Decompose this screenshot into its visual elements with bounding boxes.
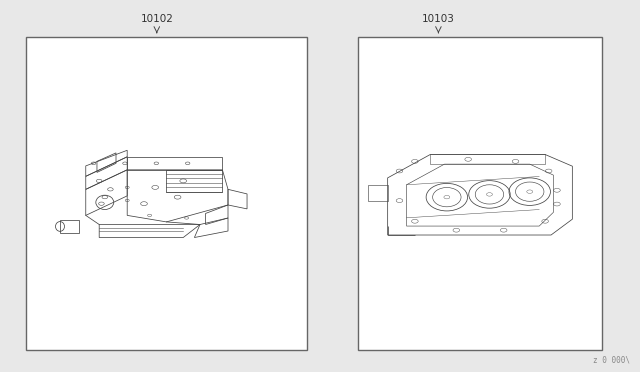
Bar: [26, 37, 307, 350]
Text: 10103: 10103: [422, 14, 455, 24]
Text: 10102: 10102: [140, 14, 173, 24]
Bar: [358, 37, 602, 350]
Text: z 0 000\: z 0 000\: [593, 356, 630, 365]
